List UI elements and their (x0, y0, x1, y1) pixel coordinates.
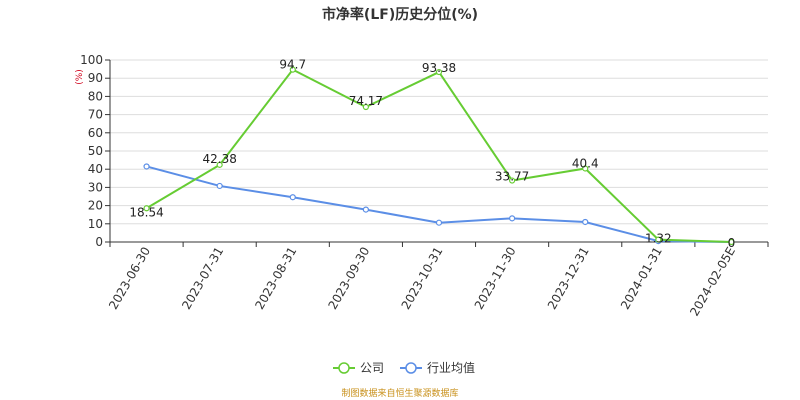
legend-item-company[interactable]: 公司 (333, 361, 384, 375)
y-tick-label: 40 (88, 162, 103, 176)
source-note: 制图数据来自恒生聚源数据库 (341, 387, 458, 399)
x-tick-label: 2023-07-31 (179, 245, 226, 312)
data-point (582, 218, 589, 226)
data-point (362, 103, 369, 111)
data-label: 0 (728, 236, 736, 250)
x-tick-labels: 2023-06-30 2023-07-31 2023-08-31 2023-09-30… (106, 245, 738, 319)
data-point (143, 205, 150, 212)
data-label: 93.38 (422, 61, 456, 75)
x-tick-label: 2024-02-05E (687, 245, 738, 319)
legend-marker (338, 362, 350, 374)
legend-marker (405, 362, 417, 374)
data-point (143, 163, 150, 170)
data-label: 42.38 (202, 152, 236, 166)
data-point (289, 66, 296, 73)
x-tick-label: 2024-01-31 (618, 245, 665, 312)
data-point (728, 238, 735, 246)
legend[interactable]: 公司 行业均值 (333, 360, 475, 375)
data-point (509, 177, 516, 184)
data-labels: 18.54 42.38 94.7 74.17 93.38 33.77 40.4 1.32 0 (129, 58, 735, 250)
y-tick-label: 90 (88, 71, 103, 85)
x-tick-label: 2023-11-30 (472, 245, 519, 312)
data-point (216, 161, 223, 168)
data-label: 74.17 (349, 94, 383, 108)
data-point (655, 236, 662, 243)
y-tick-label: 50 (88, 144, 103, 158)
x-tick-label: 2023-08-31 (252, 245, 299, 312)
y-tick-label: 20 (88, 199, 103, 213)
series-lines (143, 66, 735, 246)
legend-label: 行业均值 (427, 360, 475, 375)
data-label: 40.4 (572, 156, 599, 170)
y-tick-labels: 0 10 20 30 40 50 60 70 80 90 100 (80, 53, 103, 249)
y-tick-label: 30 (88, 180, 103, 194)
y-unit-label: (%) (75, 69, 85, 85)
x-tick-label: 2023-09-30 (325, 245, 372, 312)
data-point (216, 182, 223, 190)
x-tick-label: 2023-06-30 (106, 245, 153, 312)
data-label: 94.7 (279, 58, 306, 72)
data-label: 1.32 (645, 232, 672, 246)
data-label: 18.54 (129, 205, 163, 219)
y-tick-label: 0 (95, 235, 103, 249)
data-point (582, 165, 589, 172)
data-point (435, 68, 443, 76)
series-line (146, 165, 732, 243)
gridlines (110, 59, 768, 243)
data-point (362, 206, 369, 213)
x-tick-label: 2023-12-31 (545, 245, 592, 312)
chart-title: 市净率(LF)历史分位(%) (322, 6, 478, 23)
data-point (289, 194, 296, 201)
data-label: 33.77 (495, 170, 529, 184)
legend-label: 公司 (360, 361, 384, 375)
y-tick-label: 80 (88, 89, 103, 103)
y-tick-label: 70 (88, 108, 103, 122)
data-point (509, 215, 516, 222)
x-tick-label: 2023-10-31 (399, 245, 446, 312)
legend-item-industry[interactable]: 行业均值 (400, 360, 475, 375)
data-point (435, 219, 443, 226)
y-tick-label: 100 (80, 53, 103, 67)
y-tick-label: 60 (88, 126, 103, 140)
y-tick-label: 10 (88, 217, 103, 231)
